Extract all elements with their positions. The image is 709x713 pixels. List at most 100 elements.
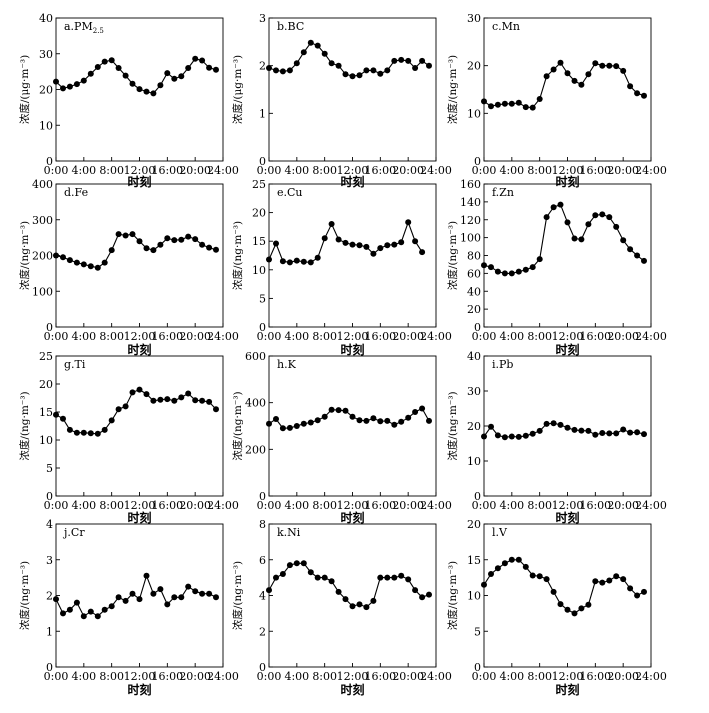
- x-tick-label: 4:00: [71, 499, 96, 512]
- data-point: [328, 406, 335, 413]
- data-point: [192, 236, 199, 243]
- data-point: [613, 573, 620, 580]
- y-axis-label: 浓度/(ng·m⁻³): [446, 561, 459, 630]
- x-axis-label: 时刻: [340, 682, 364, 697]
- y-tick-label: 2: [259, 625, 266, 638]
- series-line: [483, 422, 645, 438]
- data-point: [60, 415, 66, 422]
- plot-frame: [483, 183, 652, 328]
- data-point: [266, 256, 272, 263]
- x-tick-label: 20:00: [179, 330, 211, 343]
- y-tick-label: 40: [467, 285, 481, 298]
- data-point: [60, 254, 66, 261]
- x-tick-label: 8:00: [527, 164, 552, 177]
- plot-frame: [268, 183, 437, 328]
- data-point: [321, 574, 328, 581]
- y-tick-label: 0: [474, 321, 481, 334]
- series-line: [55, 233, 217, 269]
- data-point: [335, 588, 342, 595]
- data-point: [328, 60, 335, 67]
- data-point: [571, 426, 578, 433]
- data-point: [171, 397, 178, 404]
- y-tick-label: 20: [467, 518, 481, 531]
- x-tick-label: 4:00: [499, 164, 524, 177]
- data-point: [419, 594, 426, 601]
- x-tick-label: 8:00: [312, 670, 337, 683]
- y-tick-label: 0: [474, 490, 481, 503]
- data-point: [426, 417, 432, 424]
- data-point: [300, 420, 307, 427]
- x-tick-label: 12:00: [124, 670, 156, 683]
- y-tick-label: 10: [467, 107, 481, 120]
- data-point: [363, 243, 370, 250]
- x-tick-label: 16:00: [579, 670, 611, 683]
- y-tick-label: 400: [245, 397, 266, 410]
- data-point: [300, 258, 307, 265]
- x-tick-label: 16:00: [364, 330, 396, 343]
- series-line: [268, 407, 430, 429]
- data-point: [115, 594, 122, 601]
- data-point: [377, 70, 384, 77]
- chart-panel-a: 0 10 20 30 40 0:00 4:00 8:00 12:0016:0020:0024:0…: [18, 12, 239, 189]
- data-point: [606, 214, 613, 221]
- data-point: [80, 613, 87, 620]
- data-point: [108, 247, 115, 254]
- panel-title: k.Ni: [277, 526, 301, 539]
- data-point: [213, 594, 219, 601]
- data-point: [307, 419, 314, 426]
- x-axis-label: 时刻: [555, 174, 579, 189]
- y-tick-label: 20: [252, 207, 266, 220]
- x-tick-label: 12:00: [124, 164, 156, 177]
- data-point: [398, 239, 405, 246]
- y-axis-label: 浓度/(ng·m⁻³): [18, 561, 31, 630]
- data-point: [300, 560, 307, 567]
- data-point: [143, 572, 150, 579]
- chart-panel-g: 0 5 10 15 20 25 0:00 4:00 8:00 12:0016:0020:0024:…: [18, 350, 239, 525]
- data-point: [129, 590, 136, 597]
- y-tick-label: 30: [467, 12, 481, 25]
- y-tick-label: 0: [259, 321, 266, 334]
- y-tick-label: 20: [39, 84, 53, 97]
- data-point: [349, 603, 356, 610]
- series-line: [483, 203, 645, 274]
- data-point: [578, 81, 585, 88]
- data-point: [634, 592, 641, 599]
- x-tick-label: 4:00: [284, 330, 309, 343]
- data-point: [488, 571, 494, 577]
- data-point: [384, 242, 391, 249]
- data-point: [273, 240, 279, 247]
- data-point: [384, 67, 391, 74]
- data-point: [349, 413, 356, 420]
- data-point: [335, 62, 342, 69]
- data-point: [94, 264, 101, 271]
- y-axis-label: 浓度/(ng·m⁻³): [446, 221, 459, 290]
- x-tick-label: 16:00: [579, 164, 611, 177]
- data-point: [627, 429, 634, 436]
- y-axis-label: 浓度/(ng·m⁻³): [18, 221, 31, 290]
- x-tick-label: 20:00: [392, 499, 424, 512]
- x-tick-label: 0:00: [472, 164, 497, 177]
- data-point: [129, 389, 136, 396]
- data-point: [501, 434, 508, 441]
- x-tick-label: 20:00: [607, 330, 639, 343]
- data-point: [488, 103, 494, 110]
- data-point: [529, 104, 536, 111]
- x-tick-label: 24:00: [635, 499, 667, 512]
- data-point: [550, 204, 557, 211]
- panel-title: j.Cr: [62, 526, 85, 539]
- series-line: [55, 388, 217, 435]
- x-tick-label: 24:00: [635, 164, 667, 177]
- data-point: [585, 427, 592, 434]
- data-point: [384, 574, 391, 581]
- data-point: [80, 261, 87, 268]
- data-point: [199, 397, 206, 404]
- x-axis-label: 时刻: [340, 174, 364, 189]
- data-point: [398, 56, 405, 63]
- y-tick-label: 2: [46, 590, 53, 603]
- x-tick-label: 24:00: [420, 330, 452, 343]
- x-tick-label: 0:00: [472, 670, 497, 683]
- x-axis-label: 时刻: [127, 174, 151, 189]
- x-axis-label: 时刻: [555, 510, 579, 525]
- data-point: [557, 59, 564, 66]
- y-tick-label: 15: [252, 235, 266, 248]
